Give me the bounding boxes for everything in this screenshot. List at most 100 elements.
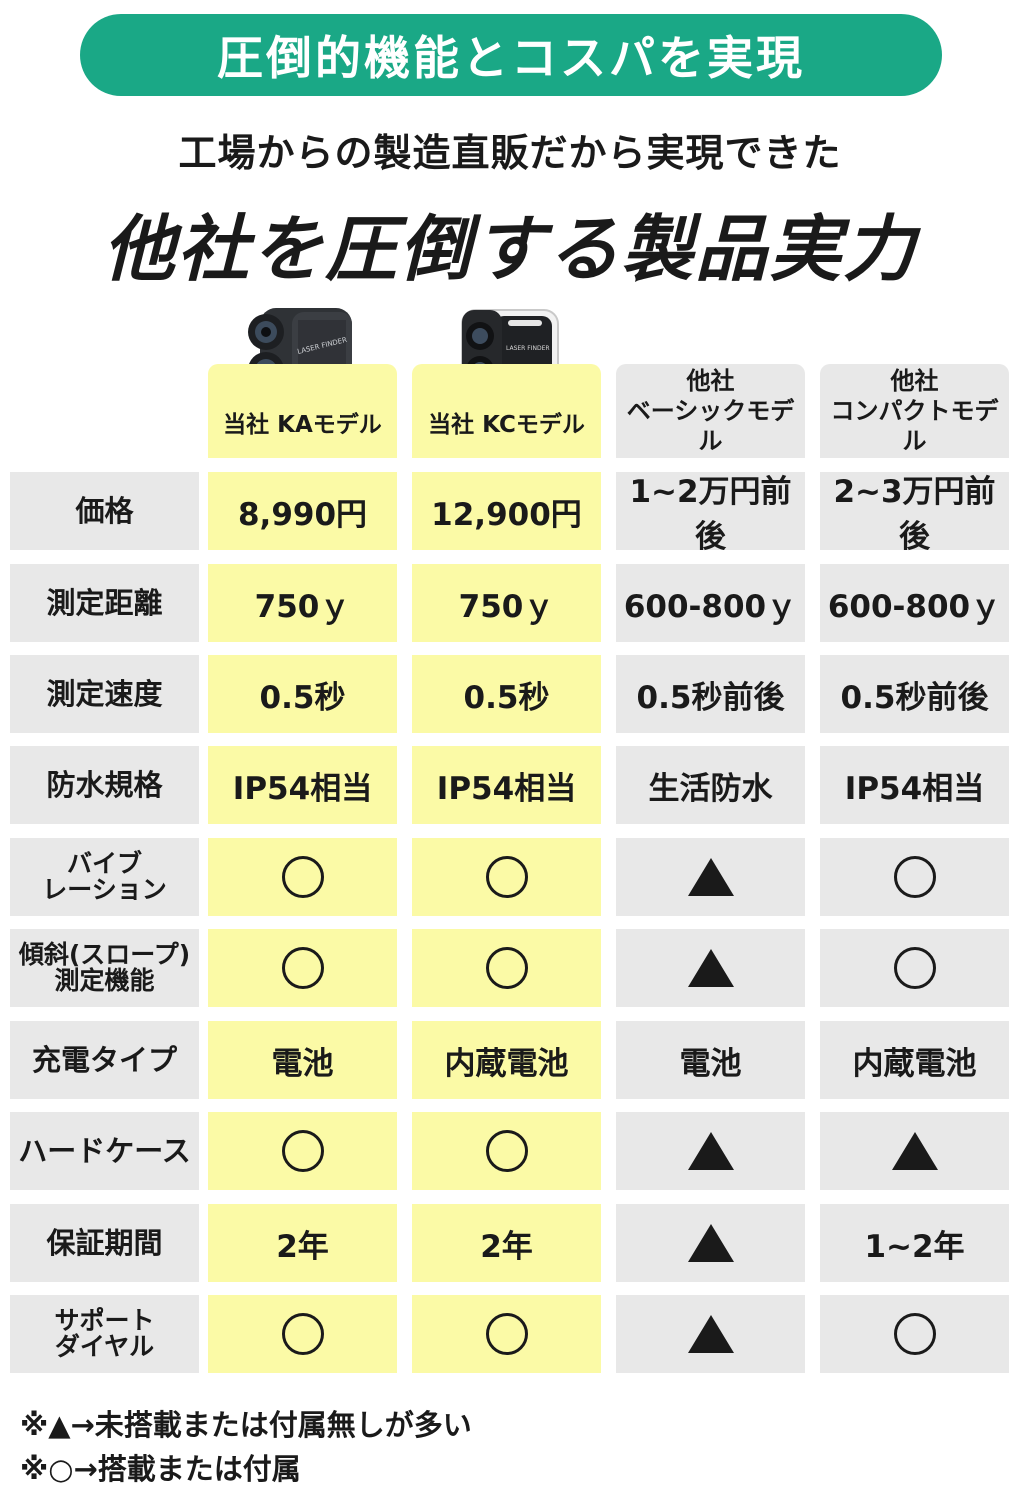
value-text: 0.5秒前後 (840, 679, 989, 716)
value-text: 1~2年 (864, 1228, 965, 1265)
column-header-label-line2: ベーシックモデル (626, 397, 795, 455)
value-text: 2~3万円前後 (833, 474, 996, 555)
value-cell: 1~2年 (820, 1204, 1009, 1282)
value-cell: IP54相当 (208, 746, 397, 824)
value-text: 0.5秒前後 (636, 679, 785, 716)
row-label-line1: サポート (54, 1305, 155, 1335)
triangle-mark-icon (687, 1132, 734, 1170)
triangle-mark-icon (687, 949, 734, 987)
value-text: 2年 (480, 1228, 533, 1265)
value-cell: 電池 (208, 1021, 397, 1099)
value-cell (820, 929, 1009, 1007)
circle-mark-icon (893, 1313, 936, 1355)
value-text: 0.5秒 (259, 679, 346, 716)
value-cell: 1~2万円前後 (616, 472, 805, 555)
row-label-line1: 傾斜(スロープ) (18, 939, 191, 969)
value-text: 2年 (276, 1228, 329, 1265)
top-banner: 圧倒的機能とコスパを実現 (80, 14, 942, 96)
row-label: 測定速度 (10, 655, 199, 733)
value-text: 生活防水 (648, 770, 773, 807)
circle-mark-icon (893, 856, 936, 898)
value-cell (412, 1295, 601, 1373)
value-cell (208, 838, 397, 916)
circle-mark-icon (281, 856, 324, 898)
value-cell: 内蔵電池 (820, 1021, 1009, 1099)
circle-mark-icon (485, 1313, 528, 1355)
value-cell: 750ｙ (412, 564, 601, 642)
row-label: 傾斜(スロープ) 測定機能 (10, 929, 199, 1007)
footnote-circle: ※○→搭載または付属 (20, 1452, 301, 1486)
kc-logo-text: LASER FINDER (506, 345, 550, 352)
circle-mark-icon (281, 1313, 324, 1355)
value-cell (616, 1112, 805, 1190)
column-header-ka: 当社 KAモデル (208, 364, 397, 458)
headline: 他社を圧倒する製品実力 (102, 207, 917, 291)
row-label: 保証期間 (10, 1204, 199, 1282)
row-label: 防水規格 (10, 746, 199, 824)
value-cell (412, 929, 601, 1007)
value-cell (616, 929, 805, 1007)
value-cell: 0.5秒 (208, 655, 397, 733)
circle-mark-icon (485, 947, 528, 989)
value-text: 電池 (679, 1045, 742, 1082)
value-cell (820, 838, 1009, 916)
value-cell (820, 1295, 1009, 1373)
column-header-kc: 当社 KCモデル (412, 364, 601, 458)
value-cell (412, 838, 601, 916)
value-cell (616, 1204, 805, 1282)
circle-mark-icon (281, 947, 324, 989)
value-cell: 2年 (208, 1204, 397, 1282)
value-cell: 600-800ｙ (820, 564, 1009, 642)
circle-mark-icon (485, 1130, 528, 1172)
circle-mark-icon (281, 1130, 324, 1172)
value-text: 600-800ｙ (623, 588, 798, 625)
value-text: IP54相当 (232, 770, 373, 807)
value-cell: 600-800ｙ (616, 564, 805, 642)
column-header-label-line1: 他社 (686, 367, 735, 395)
footnote-triangle: ※▲→未搭載または付属無しが多い (20, 1408, 472, 1442)
value-cell (208, 1295, 397, 1373)
value-cell: 12,900円 (412, 472, 601, 550)
value-cell (208, 1112, 397, 1190)
value-text: 750ｙ (254, 588, 351, 625)
triangle-mark-icon (687, 1315, 734, 1353)
row-label: 測定距離 (10, 564, 199, 642)
value-text: IP54相当 (436, 770, 577, 807)
row-label-line1: バイブ (66, 848, 142, 878)
value-text: IP54相当 (844, 770, 985, 807)
row-label-line2: ダイヤル (54, 1332, 155, 1361)
row-label-line2: レーション (42, 875, 167, 904)
column-header-label-line1: 他社 (890, 367, 939, 395)
value-cell (616, 1295, 805, 1373)
value-cell: IP54相当 (412, 746, 601, 824)
value-text: 内蔵電池 (444, 1045, 569, 1082)
value-cell: 750ｙ (208, 564, 397, 642)
column-header-ka-label: 当社 KAモデル (223, 411, 382, 438)
value-cell (412, 1112, 601, 1190)
value-cell: 2~3万円前後 (820, 472, 1009, 555)
value-cell: 内蔵電池 (412, 1021, 601, 1099)
value-text: 0.5秒 (463, 679, 550, 716)
value-text: 1~2万円前後 (629, 474, 792, 555)
subtitle: 工場からの製造直販だから実現できた (178, 131, 842, 175)
triangle-mark-icon (687, 858, 734, 896)
triangle-mark-icon (891, 1132, 938, 1170)
value-cell: 0.5秒前後 (616, 655, 805, 733)
row-label: サポート ダイヤル (10, 1295, 199, 1373)
value-cell (616, 838, 805, 916)
row-label: バイブ レーション (10, 838, 199, 916)
circle-mark-icon (485, 856, 528, 898)
column-header-other-basic: 他社 ベーシックモデル (616, 364, 805, 458)
value-cell: 8,990円 (208, 472, 397, 550)
value-text: 600-800ｙ (827, 588, 1002, 625)
value-text: 750ｙ (458, 588, 555, 625)
circle-mark-icon (893, 947, 936, 989)
value-cell: IP54相当 (820, 746, 1009, 824)
column-header-kc-label: 当社 KCモデル (428, 411, 585, 438)
row-label: 価格 (10, 472, 199, 550)
value-cell: 0.5秒前後 (820, 655, 1009, 733)
value-text: 12,900円 (431, 496, 582, 533)
value-cell (820, 1112, 1009, 1190)
value-cell: 2年 (412, 1204, 601, 1282)
column-header-label-line2: コンパクトモデル (830, 397, 999, 455)
